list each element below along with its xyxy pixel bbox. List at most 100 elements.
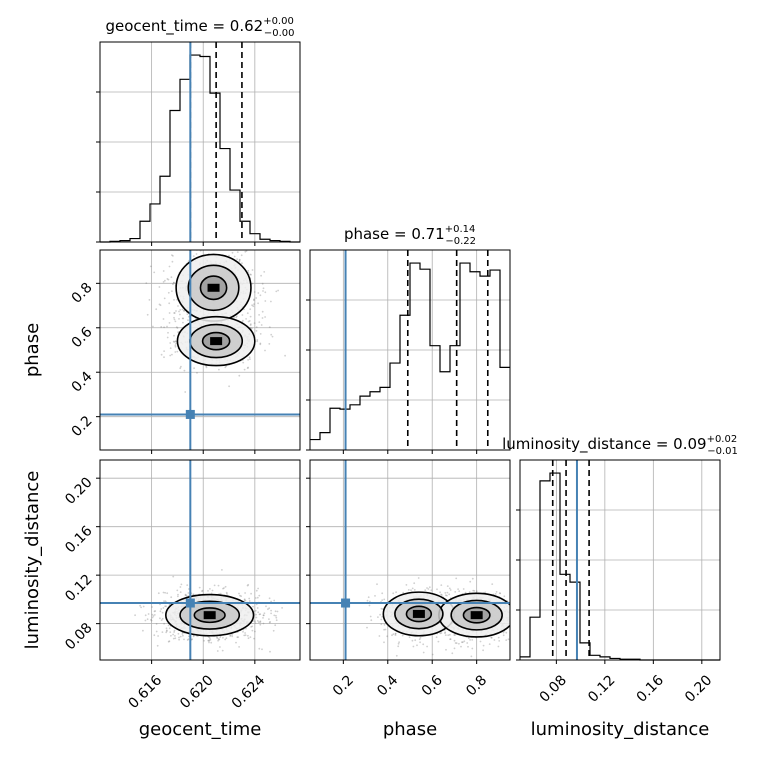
scatter-point <box>174 351 177 353</box>
scatter-point <box>225 637 228 640</box>
x-tick-label: 0.16 <box>634 672 667 705</box>
scatter-point <box>130 245 132 247</box>
scatter-point <box>250 626 253 628</box>
scatter-point <box>383 598 386 601</box>
scatter-point <box>437 640 440 643</box>
scatter-point <box>413 589 416 591</box>
scatter-point <box>369 615 372 618</box>
scatter-point <box>440 632 443 634</box>
scatter-point <box>444 594 447 597</box>
scatter-point <box>151 606 153 608</box>
scatter-point <box>246 312 249 315</box>
scatter-point <box>248 356 251 359</box>
panel-frame <box>309 459 511 661</box>
scatter-point <box>208 641 210 644</box>
scatter-point <box>494 593 497 595</box>
x-axis-label-phase: phase <box>383 719 437 740</box>
scatter-point <box>264 316 266 318</box>
scatter-point <box>155 308 158 311</box>
scatter-point <box>381 616 384 618</box>
scatter-point <box>257 611 260 614</box>
scatter-point <box>257 587 259 590</box>
scatter-point <box>256 339 259 341</box>
scatter-point <box>394 634 397 636</box>
scatter-point <box>435 636 438 639</box>
scatter-point <box>238 258 241 261</box>
scatter-point <box>269 621 271 623</box>
scatter-point <box>468 591 471 593</box>
x-axis-label-geocent_time: geocent_time <box>139 719 262 740</box>
scatter-point <box>454 591 457 593</box>
scatter-point <box>228 254 230 257</box>
scatter-point <box>179 591 182 593</box>
scatter-point <box>139 604 142 607</box>
scatter-point <box>446 591 449 594</box>
scatter-point <box>244 245 246 247</box>
scatter-point <box>513 633 515 635</box>
scatter-point <box>482 644 485 647</box>
scatter-point <box>422 643 425 646</box>
scatter-point <box>467 637 470 640</box>
scatter-point <box>172 281 175 284</box>
scatter-point <box>256 620 259 622</box>
scatter-point <box>192 255 195 257</box>
scatter-point <box>172 255 174 257</box>
scatter-point <box>163 600 165 602</box>
scatter-point <box>482 649 484 652</box>
scatter-point <box>153 610 156 613</box>
scatter-point <box>161 631 164 633</box>
scatter-point <box>258 594 261 597</box>
scatter-point <box>209 639 212 641</box>
scatter-point <box>370 619 373 622</box>
scatter-point <box>161 611 164 614</box>
x-tick-label: 0.624 <box>229 672 269 712</box>
scatter-point <box>270 600 272 603</box>
scatter-point <box>244 599 247 602</box>
scatter-point <box>166 629 168 632</box>
scatter-point <box>445 648 447 651</box>
pair-panel-geocent_time-phase <box>96 244 301 454</box>
scatter-point <box>248 320 251 322</box>
scatter-point <box>259 294 262 297</box>
x-tick-label: 0.616 <box>126 672 166 712</box>
scatter-point <box>216 650 219 652</box>
scatter-point <box>515 623 517 625</box>
scatter-point <box>380 623 383 626</box>
scatter-point <box>242 361 245 364</box>
scatter-point <box>239 594 241 597</box>
x-tick-label: 0.2 <box>330 672 357 699</box>
scatter-point <box>231 251 234 254</box>
scatter-point <box>254 609 257 612</box>
x-tick-label: 0.12 <box>585 672 618 705</box>
y-tick-label: 0.08 <box>62 620 95 653</box>
scatter-point <box>498 592 501 594</box>
scatter-point <box>217 638 220 640</box>
scatter-point <box>224 244 226 246</box>
scatter-point <box>253 322 256 324</box>
scatter-point <box>203 639 205 642</box>
scatter-point <box>446 594 448 597</box>
marginal-panel-phase: phase = 0.71+0.14 −0.22 <box>306 224 511 454</box>
scatter-point <box>160 353 163 356</box>
scatter-point <box>149 265 152 268</box>
scatter-point <box>172 283 174 286</box>
scatter-point <box>173 247 175 249</box>
scatter-point <box>273 614 276 617</box>
scatter-point <box>208 639 211 642</box>
scatter-point <box>417 577 420 579</box>
scatter-point <box>499 592 502 595</box>
scatter-point <box>469 580 472 583</box>
scatter-point <box>448 587 451 590</box>
scatter-point <box>255 297 258 299</box>
scatter-point <box>275 614 277 617</box>
scatter-point <box>226 592 228 595</box>
scatter-point <box>444 634 447 636</box>
scatter-point <box>163 622 166 625</box>
scatter-point <box>511 621 513 623</box>
scatter-point <box>187 638 190 641</box>
scatter-point <box>511 603 513 605</box>
scatter-point <box>453 634 456 636</box>
y-tick-label: 0.6 <box>69 324 96 351</box>
scatter-point <box>471 647 474 650</box>
scatter-point <box>475 590 478 593</box>
